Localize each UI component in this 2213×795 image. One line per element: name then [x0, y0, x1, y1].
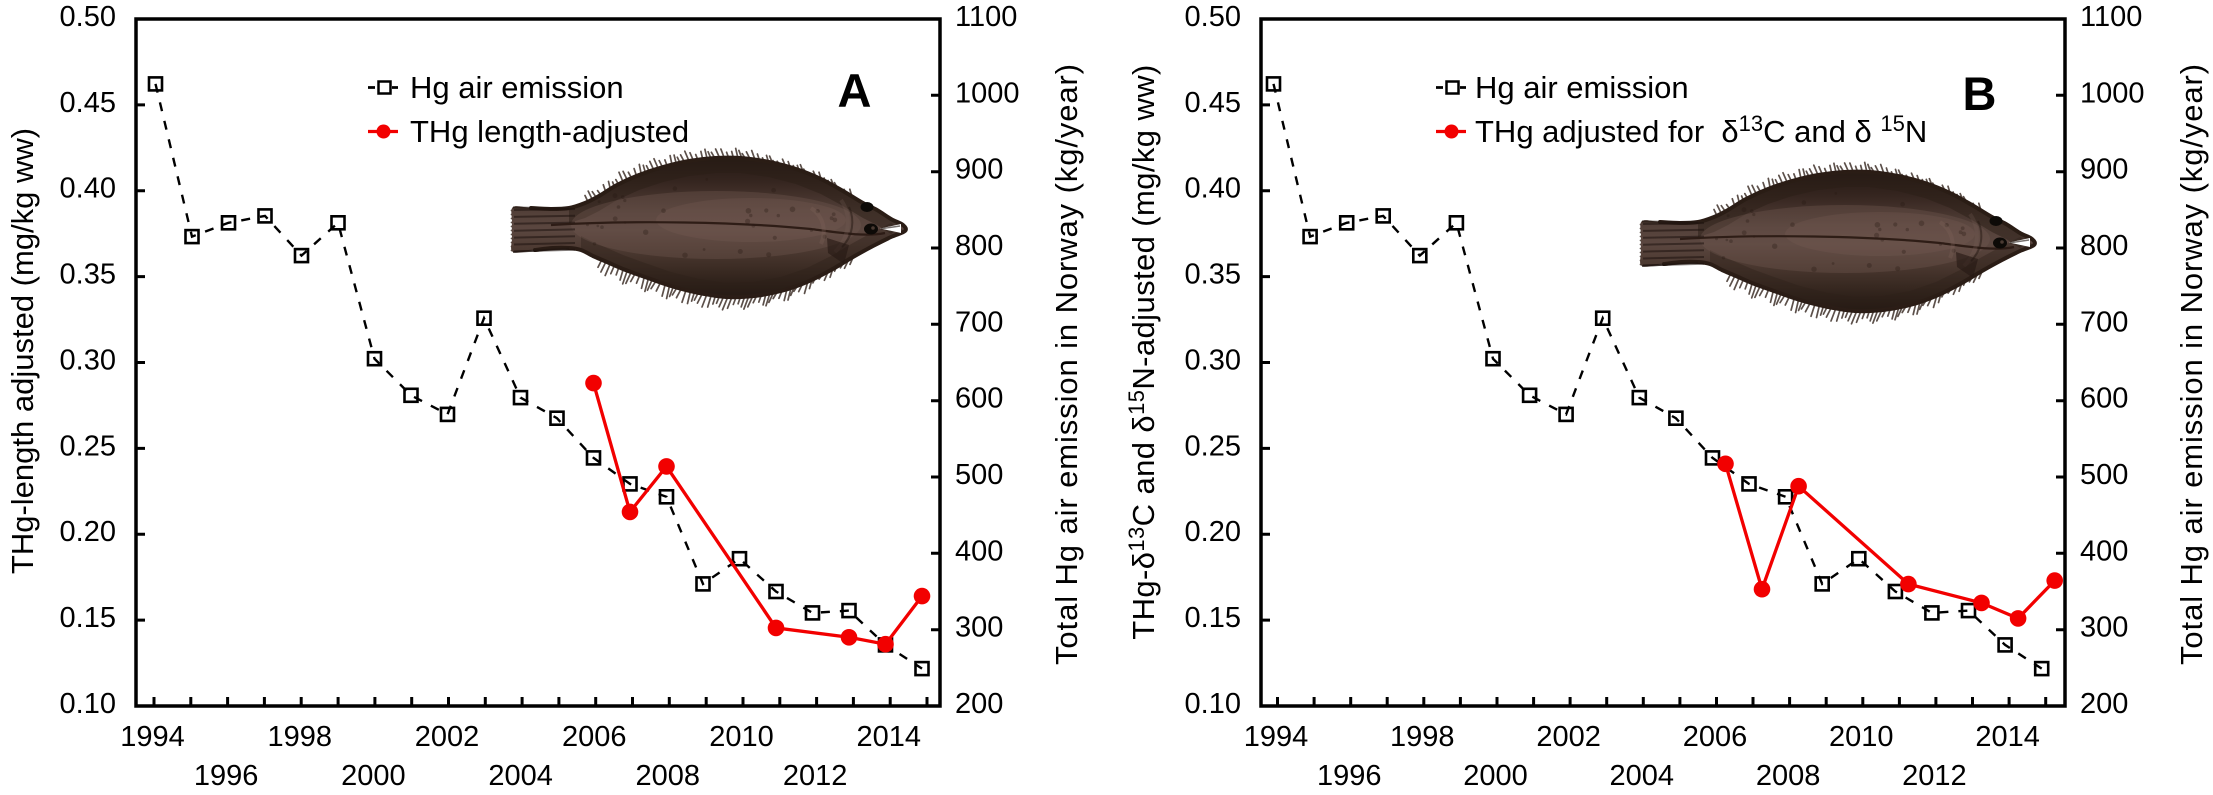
svg-text:0.50: 0.50 [60, 1, 116, 33]
svg-text:300: 300 [955, 612, 1003, 644]
svg-text:0.25: 0.25 [1185, 430, 1241, 462]
svg-text:2008: 2008 [1756, 760, 1821, 790]
svg-text:1996: 1996 [194, 760, 259, 790]
svg-text:1996: 1996 [1317, 760, 1382, 790]
svg-text:0.20: 0.20 [1185, 516, 1241, 548]
svg-text:0.40: 0.40 [1185, 173, 1241, 205]
svg-text:0.45: 0.45 [1185, 87, 1241, 119]
svg-text:0.10: 0.10 [60, 688, 116, 720]
svg-text:900: 900 [2080, 154, 2128, 186]
svg-text:2010: 2010 [709, 721, 774, 753]
svg-text:2000: 2000 [341, 760, 406, 790]
svg-text:1000: 1000 [2080, 77, 2145, 109]
svg-text:1994: 1994 [120, 721, 185, 753]
svg-text:0.35: 0.35 [1185, 259, 1241, 291]
svg-text:2014: 2014 [856, 721, 921, 753]
svg-text:2012: 2012 [783, 760, 848, 790]
svg-text:1998: 1998 [1390, 721, 1455, 753]
svg-text:1994: 1994 [1244, 721, 1309, 753]
svg-text:0.45: 0.45 [60, 87, 116, 119]
svg-text:400: 400 [2080, 535, 2128, 567]
svg-text:1000: 1000 [955, 77, 1020, 109]
svg-text:2002: 2002 [1536, 721, 1601, 753]
svg-text:2000: 2000 [1463, 760, 1528, 790]
svg-text:1100: 1100 [955, 1, 1017, 33]
svg-text:2008: 2008 [636, 760, 701, 790]
svg-text:400: 400 [955, 535, 1003, 567]
svg-text:2012: 2012 [1902, 760, 1967, 790]
svg-text:Total Hg air emission in Norwa: Total Hg air emission in Norway (kg/year… [2174, 63, 2209, 665]
svg-text:2002: 2002 [415, 721, 480, 753]
svg-text:B: B [1963, 67, 1997, 120]
svg-text:200: 200 [2080, 688, 2128, 720]
svg-text:0.40: 0.40 [60, 173, 116, 205]
svg-text:800: 800 [2080, 230, 2128, 262]
svg-text:2010: 2010 [1829, 721, 1894, 753]
svg-text:2014: 2014 [1975, 721, 2040, 753]
svg-text:800: 800 [955, 230, 1003, 262]
svg-text:200: 200 [955, 688, 1003, 720]
svg-text:2004: 2004 [1610, 760, 1675, 790]
svg-text:900: 900 [955, 154, 1003, 186]
svg-text:2006: 2006 [562, 721, 627, 753]
svg-text:1100: 1100 [2080, 1, 2142, 33]
svg-text:1998: 1998 [267, 721, 332, 753]
svg-text:500: 500 [955, 459, 1003, 491]
svg-text:600: 600 [2080, 383, 2128, 415]
svg-text:THg-δ13C and δ15N-adjusted (mg: THg-δ13C and δ15N-adjusted (mg/kg ww) [1124, 64, 1161, 640]
svg-text:THg adjusted for δ13C and δ 1: THg adjusted for δ13C and δ 15N [1475, 111, 1927, 149]
svg-text:0.15: 0.15 [1185, 602, 1241, 634]
svg-text:500: 500 [2080, 459, 2128, 491]
svg-text:300: 300 [2080, 612, 2128, 644]
svg-text:700: 700 [2080, 306, 2128, 338]
svg-text:0.20: 0.20 [60, 516, 116, 548]
svg-text:600: 600 [955, 383, 1003, 415]
svg-text:THg-length adjusted (mg/kg ww): THg-length adjusted (mg/kg ww) [5, 128, 40, 574]
svg-text:2004: 2004 [488, 760, 553, 790]
svg-text:2006: 2006 [1683, 721, 1748, 753]
svg-text:0.30: 0.30 [60, 345, 116, 377]
svg-text:0.50: 0.50 [1185, 1, 1241, 33]
svg-text:Hg air emission: Hg air emission [1475, 70, 1689, 105]
svg-text:0.30: 0.30 [1185, 345, 1241, 377]
svg-text:A: A [838, 64, 872, 117]
svg-text:0.35: 0.35 [60, 259, 116, 291]
svg-text:THg length-adjusted: THg length-adjusted [410, 114, 689, 149]
svg-text:Hg air emission: Hg air emission [410, 70, 624, 105]
svg-text:0.25: 0.25 [60, 430, 116, 462]
svg-text:Total Hg air emission in Norwa: Total Hg air emission in Norway (kg/year… [1049, 63, 1084, 665]
svg-text:700: 700 [955, 306, 1003, 338]
svg-text:0.10: 0.10 [1185, 688, 1241, 720]
svg-text:0.15: 0.15 [60, 602, 116, 634]
